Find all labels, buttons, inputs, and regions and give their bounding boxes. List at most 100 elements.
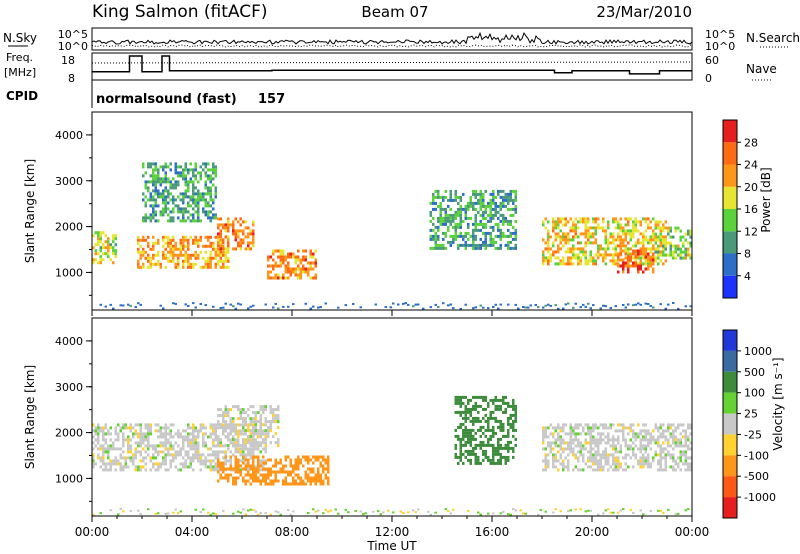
velocity-cell — [497, 461, 500, 465]
power-cell — [487, 219, 490, 223]
power-cell — [267, 270, 270, 274]
power-cell — [179, 241, 182, 245]
velocity-cell — [562, 459, 565, 463]
power-cell — [487, 204, 490, 208]
power-cell — [467, 201, 470, 205]
power-cell — [207, 262, 210, 266]
velocity-cell — [282, 470, 285, 474]
power-cell — [622, 238, 625, 242]
range-tick-label: 2000 — [55, 221, 83, 234]
power-cell — [554, 256, 557, 260]
velocity-cell — [184, 459, 187, 463]
velocity-cell — [117, 423, 120, 427]
power-cell — [304, 255, 307, 259]
velocity-cell — [264, 459, 267, 463]
power-cell — [652, 232, 655, 236]
power-cell — [217, 217, 220, 221]
power-cell — [227, 238, 230, 242]
power-cell — [569, 262, 572, 266]
power-cell — [667, 241, 670, 245]
power-cell — [587, 235, 590, 239]
power-cell — [97, 234, 100, 238]
velocity-cell — [607, 456, 610, 460]
velocity-cell — [622, 468, 625, 472]
power-cell — [189, 162, 192, 166]
velocity-cell — [282, 464, 285, 468]
velocity-cell — [187, 441, 190, 445]
velocity-cell — [507, 458, 510, 462]
power-cell — [627, 253, 630, 257]
power-cell — [454, 210, 457, 214]
velocity-cell-ground — [667, 508, 670, 511]
velocity-cell — [512, 407, 515, 411]
power-cell — [647, 241, 650, 245]
power-cell — [214, 256, 217, 260]
velocity-cell-ground — [362, 513, 365, 516]
velocity-cell — [552, 447, 555, 451]
power-cell — [169, 241, 172, 245]
velocity-cell — [469, 449, 472, 453]
power-cell — [154, 189, 157, 193]
power-cell — [599, 226, 602, 230]
power-cell — [177, 183, 180, 187]
power-cell — [147, 216, 150, 220]
power-cell — [542, 262, 545, 266]
power-cell — [194, 174, 197, 178]
power-cell — [454, 231, 457, 235]
power-cell — [514, 234, 517, 238]
velocity-cell — [259, 417, 262, 421]
velocity-cell — [209, 426, 212, 430]
power-cell — [654, 226, 657, 230]
power-cell — [312, 255, 315, 259]
power-cell — [162, 180, 165, 184]
power-cell — [499, 234, 502, 238]
velocity-cell — [197, 450, 200, 454]
velocity-cell — [684, 441, 687, 445]
power-cell — [209, 195, 212, 199]
velocity-cell — [237, 450, 240, 454]
velocity-cell — [187, 465, 190, 469]
power-cell — [662, 235, 665, 239]
power-cell — [94, 258, 97, 262]
power-cell — [637, 238, 640, 242]
power-cell — [639, 256, 642, 260]
velocity-cell — [512, 419, 515, 423]
velocity-cell — [102, 444, 105, 448]
power-cell — [449, 219, 452, 223]
power-cell — [592, 256, 595, 260]
velocity-cell — [639, 456, 642, 460]
velocity-cell — [574, 432, 577, 436]
velocity-cell — [584, 438, 587, 442]
velocity-cell — [239, 417, 242, 421]
velocity-cell — [287, 470, 290, 474]
power-cell — [437, 225, 440, 229]
power-cell — [624, 244, 627, 248]
velocity-cell — [617, 441, 620, 445]
velocity-cell — [479, 404, 482, 408]
power-cell — [142, 235, 145, 239]
velocity-cell — [482, 458, 485, 462]
noise-right-top-tick: 10^5 — [705, 28, 735, 41]
velocity-cell — [502, 434, 505, 438]
velocity-cell — [117, 435, 120, 439]
power-cell-ground — [627, 303, 630, 306]
power-cell — [669, 250, 672, 254]
velocity-cell — [654, 453, 657, 457]
velocity-cell — [457, 425, 460, 429]
velocity-cell — [564, 465, 567, 469]
power-cell-ground — [277, 307, 280, 310]
power-cell — [287, 261, 290, 265]
velocity-cell — [94, 429, 97, 433]
power-cell — [154, 213, 157, 217]
velocity-cell — [162, 426, 165, 430]
power-cell — [222, 262, 225, 266]
velocity-cell — [632, 441, 635, 445]
velocity-cell-ground — [617, 511, 620, 514]
power-cell — [579, 250, 582, 254]
velocity-cell-ground — [487, 512, 490, 515]
velocity-cell — [612, 462, 615, 466]
velocity-cell — [264, 438, 267, 442]
velocity-cell — [239, 470, 242, 474]
velocity-cell — [614, 438, 617, 442]
velocity-cell — [454, 395, 457, 399]
